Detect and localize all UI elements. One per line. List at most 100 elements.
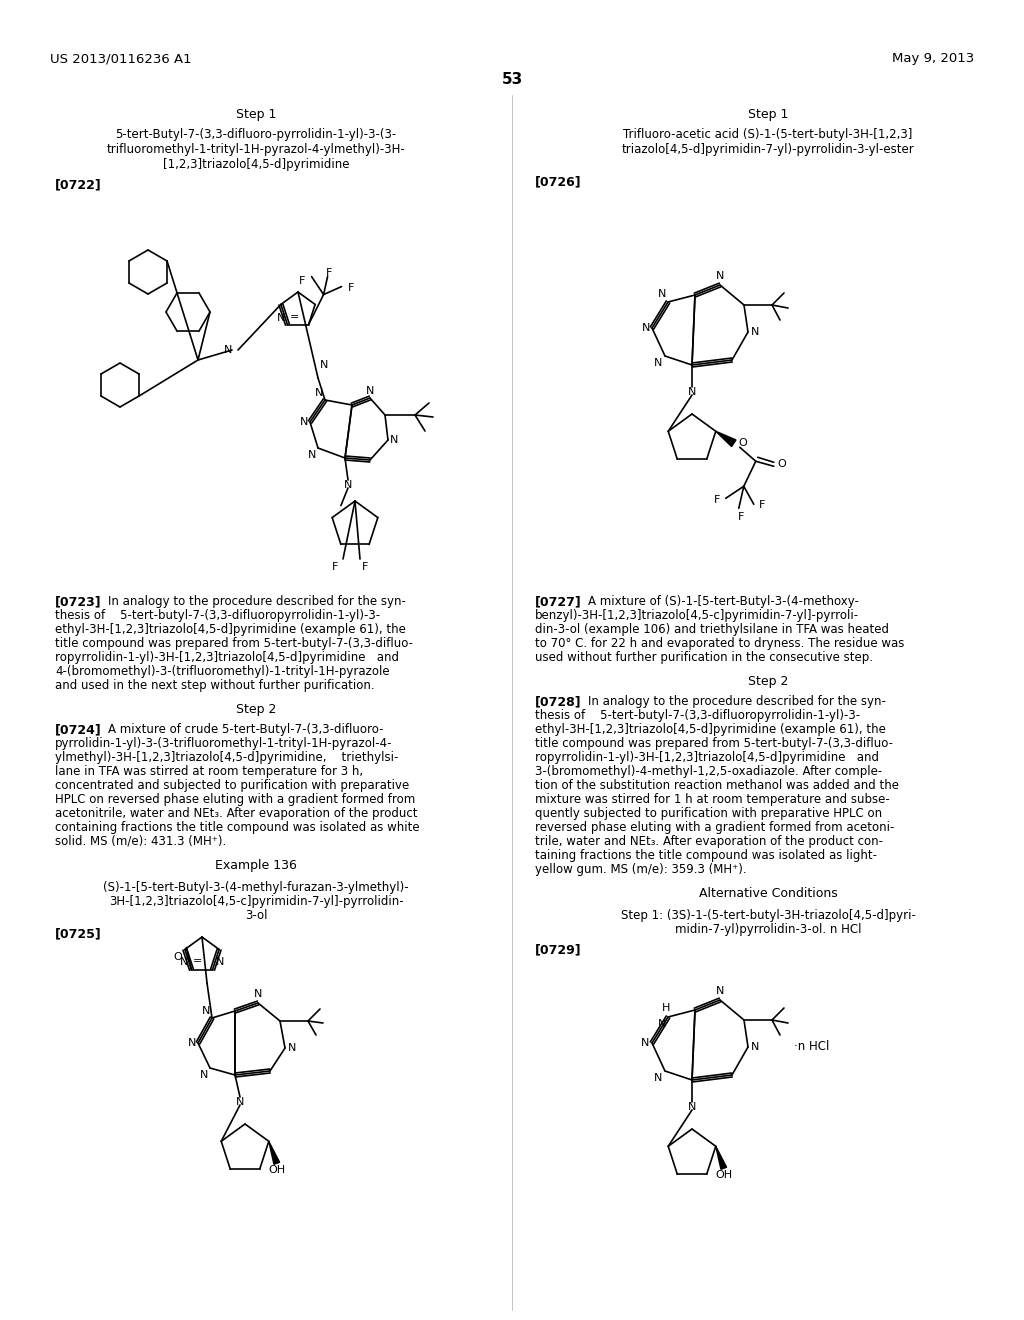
Text: In analogy to the procedure described for the syn-: In analogy to the procedure described fo… bbox=[108, 595, 406, 609]
Text: yellow gum. MS (m/e): 359.3 (MH⁺).: yellow gum. MS (m/e): 359.3 (MH⁺). bbox=[535, 863, 746, 876]
Text: [1,2,3]triazolo[4,5-d]pyrimidine: [1,2,3]triazolo[4,5-d]pyrimidine bbox=[163, 158, 349, 172]
Text: trile, water and NEt₃. After evaporation of the product con-: trile, water and NEt₃. After evaporation… bbox=[535, 836, 883, 847]
Text: ·n HCl: ·n HCl bbox=[794, 1040, 829, 1053]
Text: N: N bbox=[236, 1097, 244, 1107]
Text: O: O bbox=[778, 459, 786, 470]
Text: N: N bbox=[366, 385, 374, 396]
Text: Step 2: Step 2 bbox=[236, 704, 276, 715]
Text: tion of the substitution reaction methanol was added and the: tion of the substitution reaction methan… bbox=[535, 779, 899, 792]
Text: triazolo[4,5-d]pyrimidin-7-yl)-pyrrolidin-3-yl-ester: triazolo[4,5-d]pyrimidin-7-yl)-pyrrolidi… bbox=[622, 143, 914, 156]
Text: 3H-[1,2,3]triazolo[4,5-c]pyrimidin-7-yl]-pyrrolidin-: 3H-[1,2,3]triazolo[4,5-c]pyrimidin-7-yl]… bbox=[109, 895, 403, 908]
Text: N: N bbox=[390, 436, 398, 445]
Text: N: N bbox=[278, 313, 286, 322]
Polygon shape bbox=[268, 1142, 280, 1164]
Text: H: H bbox=[662, 1003, 670, 1012]
Text: ethyl-3H-[1,2,3]triazolo[4,5-d]pyrimidine (example 61), the: ethyl-3H-[1,2,3]triazolo[4,5-d]pyrimidin… bbox=[535, 723, 886, 737]
Text: 4-(bromomethyl)-3-(trifluoromethyl)-1-trityl-1H-pyrazole: 4-(bromomethyl)-3-(trifluoromethyl)-1-tr… bbox=[55, 665, 389, 678]
Text: Example 136: Example 136 bbox=[215, 859, 297, 873]
Text: N: N bbox=[751, 327, 760, 337]
Text: N: N bbox=[688, 387, 696, 397]
Text: N: N bbox=[202, 1006, 210, 1016]
Text: 5-tert-Butyl-7-(3,3-difluoro-pyrrolidin-1-yl)-3-(3-: 5-tert-Butyl-7-(3,3-difluoro-pyrrolidin-… bbox=[116, 128, 396, 141]
Text: N: N bbox=[216, 957, 224, 966]
Text: A mixture of crude 5-tert-Butyl-7-(3,3-difluoro-: A mixture of crude 5-tert-Butyl-7-(3,3-d… bbox=[108, 723, 384, 737]
Text: N: N bbox=[288, 1043, 296, 1053]
Text: title compound was prepared from 5-tert-butyl-7-(3,3-difluo-: title compound was prepared from 5-tert-… bbox=[55, 638, 413, 649]
Text: to 70° C. for 22 h and evaporated to dryness. The residue was: to 70° C. for 22 h and evaporated to dry… bbox=[535, 638, 904, 649]
Text: and used in the next step without further purification.: and used in the next step without furthe… bbox=[55, 678, 375, 692]
Text: Step 1: Step 1 bbox=[748, 108, 788, 121]
Text: N: N bbox=[180, 957, 188, 966]
Text: acetonitrile, water and NEt₃. After evaporation of the product: acetonitrile, water and NEt₃. After evap… bbox=[55, 807, 418, 820]
Text: N: N bbox=[716, 271, 724, 281]
Text: F: F bbox=[347, 282, 354, 293]
Text: ropyrrolidin-1-yl)-3H-[1,2,3]triazolo[4,5-d]pyrimidine   and: ropyrrolidin-1-yl)-3H-[1,2,3]triazolo[4,… bbox=[55, 651, 399, 664]
Text: A mixture of (S)-1-[5-tert-Butyl-3-(4-methoxy-: A mixture of (S)-1-[5-tert-Butyl-3-(4-me… bbox=[588, 595, 859, 609]
Text: N: N bbox=[688, 1102, 696, 1111]
Text: solid. MS (m/e): 431.3 (MH⁺).: solid. MS (m/e): 431.3 (MH⁺). bbox=[55, 836, 226, 847]
Text: N: N bbox=[223, 345, 232, 355]
Text: trifluoromethyl-1-trityl-1H-pyrazol-4-ylmethyl)-3H-: trifluoromethyl-1-trityl-1H-pyrazol-4-yl… bbox=[106, 143, 406, 156]
Text: midin-7-yl)pyrrolidin-3-ol. n HCl: midin-7-yl)pyrrolidin-3-ol. n HCl bbox=[675, 923, 861, 936]
Text: N: N bbox=[344, 480, 352, 490]
Text: 3-ol: 3-ol bbox=[245, 909, 267, 921]
Text: N: N bbox=[653, 358, 662, 368]
Text: thesis of    5-tert-butyl-7-(3,3-difluoropyrrolidin-1-yl)-3-: thesis of 5-tert-butyl-7-(3,3-difluoropy… bbox=[535, 709, 860, 722]
Text: N: N bbox=[642, 323, 650, 333]
Text: N: N bbox=[657, 289, 666, 300]
Text: N: N bbox=[657, 1019, 666, 1030]
Text: ethyl-3H-[1,2,3]triazolo[4,5-d]pyrimidine (example 61), the: ethyl-3H-[1,2,3]triazolo[4,5-d]pyrimidin… bbox=[55, 623, 406, 636]
Text: [0722]: [0722] bbox=[55, 178, 101, 191]
Text: HPLC on reversed phase eluting with a gradient formed from: HPLC on reversed phase eluting with a gr… bbox=[55, 793, 416, 807]
Text: Step 1: Step 1 bbox=[236, 108, 276, 121]
Text: N: N bbox=[307, 450, 316, 459]
Text: =: = bbox=[193, 957, 202, 966]
Text: taining fractions the title compound was isolated as light-: taining fractions the title compound was… bbox=[535, 849, 877, 862]
Text: In analogy to the procedure described for the syn-: In analogy to the procedure described fo… bbox=[588, 696, 886, 708]
Text: F: F bbox=[714, 495, 720, 506]
Text: N: N bbox=[641, 1038, 649, 1048]
Text: OH: OH bbox=[268, 1166, 286, 1175]
Text: [0723]: [0723] bbox=[55, 595, 101, 609]
Text: benzyl)-3H-[1,2,3]triazolo[4,5-c]pyrimidin-7-yl]-pyrroli-: benzyl)-3H-[1,2,3]triazolo[4,5-c]pyrimid… bbox=[535, 609, 859, 622]
Text: N: N bbox=[319, 360, 329, 370]
Text: F: F bbox=[298, 276, 305, 285]
Text: N: N bbox=[300, 417, 308, 426]
Text: containing fractions the title compound was isolated as white: containing fractions the title compound … bbox=[55, 821, 420, 834]
Text: N: N bbox=[187, 1038, 196, 1048]
Text: N: N bbox=[716, 986, 724, 997]
Text: ylmethyl)-3H-[1,2,3]triazolo[4,5-d]pyrimidine,    triethylsi-: ylmethyl)-3H-[1,2,3]triazolo[4,5-d]pyrim… bbox=[55, 751, 398, 764]
Text: F: F bbox=[737, 512, 744, 523]
Text: Alternative Conditions: Alternative Conditions bbox=[698, 887, 838, 900]
Text: [0728]: [0728] bbox=[535, 696, 582, 708]
Text: [0724]: [0724] bbox=[55, 723, 101, 737]
Text: F: F bbox=[332, 562, 338, 572]
Text: Step 2: Step 2 bbox=[748, 675, 788, 688]
Text: OH: OH bbox=[715, 1171, 732, 1180]
Text: Trifluoro-acetic acid (S)-1-(5-tert-butyl-3H-[1,2,3]: Trifluoro-acetic acid (S)-1-(5-tert-buty… bbox=[624, 128, 912, 141]
Text: pyrrolidin-1-yl)-3-(3-trifluoromethyl-1-trityl-1H-pyrazol-4-: pyrrolidin-1-yl)-3-(3-trifluoromethyl-1-… bbox=[55, 737, 392, 750]
Text: [0725]: [0725] bbox=[55, 927, 101, 940]
Text: lane in TFA was stirred at room temperature for 3 h,: lane in TFA was stirred at room temperat… bbox=[55, 766, 364, 777]
Text: quently subjected to purification with preparative HPLC on: quently subjected to purification with p… bbox=[535, 807, 882, 820]
Text: [0727]: [0727] bbox=[535, 595, 582, 609]
Text: US 2013/0116236 A1: US 2013/0116236 A1 bbox=[50, 51, 191, 65]
Text: title compound was prepared from 5-tert-butyl-7-(3,3-difluo-: title compound was prepared from 5-tert-… bbox=[535, 737, 893, 750]
Text: mixture was stirred for 1 h at room temperature and subse-: mixture was stirred for 1 h at room temp… bbox=[535, 793, 890, 807]
Text: din-3-ol (example 106) and triethylsilane in TFA was heated: din-3-ol (example 106) and triethylsilan… bbox=[535, 623, 889, 636]
Text: Step 1: (3S)-1-(5-tert-butyl-3H-triazolo[4,5-d]pyri-: Step 1: (3S)-1-(5-tert-butyl-3H-triazolo… bbox=[621, 909, 915, 921]
Text: N: N bbox=[254, 989, 262, 999]
Text: 3-(bromomethyl)-4-methyl-1,2,5-oxadiazole. After comple-: 3-(bromomethyl)-4-methyl-1,2,5-oxadiazol… bbox=[535, 766, 883, 777]
Text: =: = bbox=[290, 313, 299, 322]
Text: [0726]: [0726] bbox=[535, 176, 582, 187]
Text: ropyrrolidin-1-yl)-3H-[1,2,3]triazolo[4,5-d]pyrimidine   and: ropyrrolidin-1-yl)-3H-[1,2,3]triazolo[4,… bbox=[535, 751, 879, 764]
Text: (S)-1-[5-tert-Butyl-3-(4-methyl-furazan-3-ylmethyl)-: (S)-1-[5-tert-Butyl-3-(4-methyl-furazan-… bbox=[103, 880, 409, 894]
Text: reversed phase eluting with a gradient formed from acetoni-: reversed phase eluting with a gradient f… bbox=[535, 821, 894, 834]
Polygon shape bbox=[716, 1146, 727, 1170]
Text: O: O bbox=[738, 438, 748, 449]
Text: N: N bbox=[751, 1041, 760, 1052]
Text: thesis of    5-tert-butyl-7-(3,3-difluoropyrrolidin-1-yl)-3-: thesis of 5-tert-butyl-7-(3,3-difluoropy… bbox=[55, 609, 380, 622]
Text: concentrated and subjected to purification with preparative: concentrated and subjected to purificati… bbox=[55, 779, 410, 792]
Text: O: O bbox=[173, 953, 182, 962]
Text: N: N bbox=[200, 1071, 208, 1080]
